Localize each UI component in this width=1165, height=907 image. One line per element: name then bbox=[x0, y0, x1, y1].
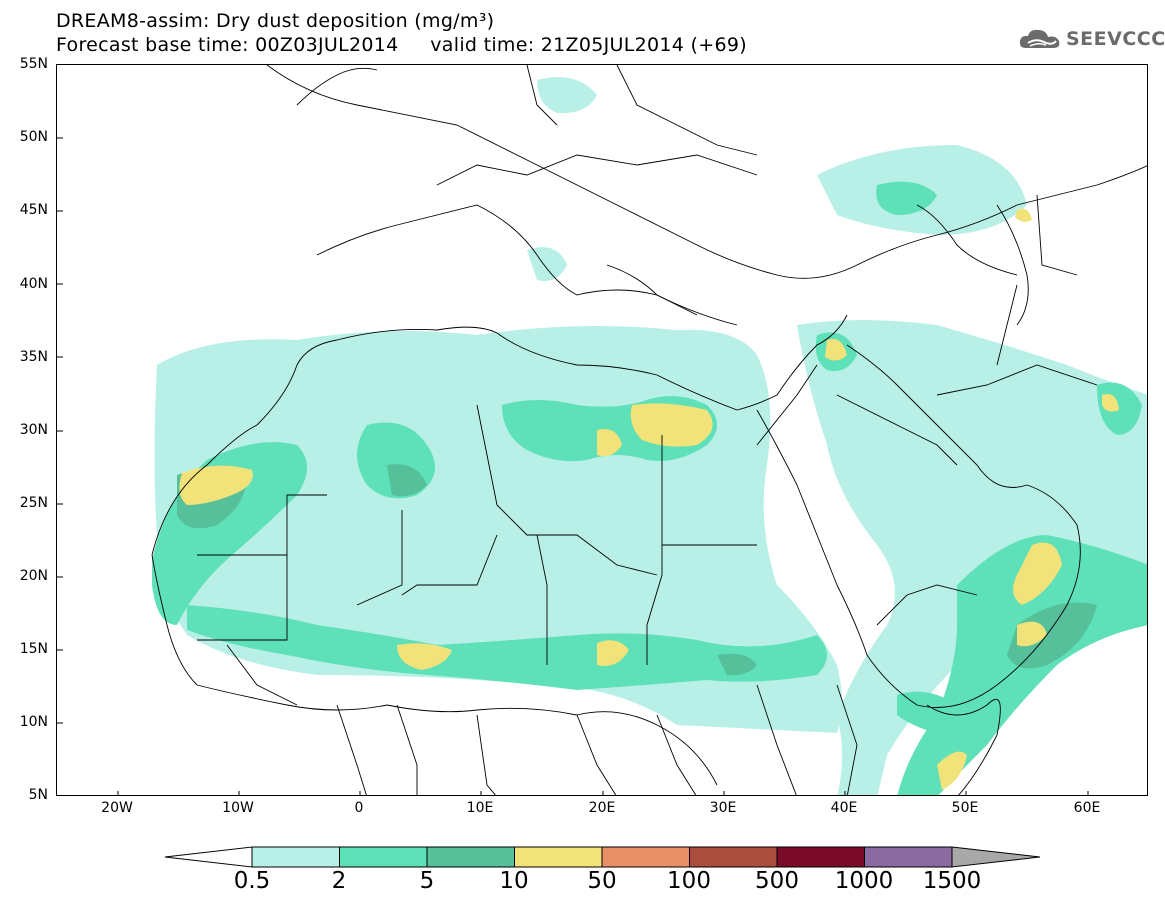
colorbar-label: 0.5 bbox=[233, 868, 271, 894]
lon-label: 40E bbox=[830, 800, 858, 816]
axis-ticks bbox=[57, 137, 1089, 795]
lon-label: 0 bbox=[354, 800, 364, 816]
colorbar-segment bbox=[864, 846, 953, 868]
colorbar-segment bbox=[339, 846, 428, 868]
logo-text: SEEVCCC bbox=[1066, 28, 1165, 50]
colorbar-label: 10 bbox=[499, 868, 529, 894]
lon-label: 10E bbox=[466, 800, 494, 816]
seevccc-logo: SEEVCCC bbox=[1018, 26, 1165, 52]
lon-label: 30E bbox=[709, 800, 737, 816]
colorbar-segment bbox=[514, 846, 603, 868]
colorbar-label: 2 bbox=[331, 868, 347, 894]
lat-label: 50N bbox=[19, 129, 48, 145]
lat-label: 40N bbox=[19, 276, 48, 292]
dust-deposition-map bbox=[56, 64, 1148, 796]
colorbar-label: 500 bbox=[755, 868, 799, 894]
lat-label: 5N bbox=[28, 787, 48, 803]
country-borders bbox=[151, 65, 1147, 795]
lat-label: 10N bbox=[19, 714, 48, 730]
lat-label: 45N bbox=[19, 202, 48, 218]
colorbar-over-triangle bbox=[951, 846, 1041, 868]
map-canvas bbox=[57, 65, 1147, 795]
colorbar-label: 1000 bbox=[834, 868, 894, 894]
colorbar-segment bbox=[689, 846, 778, 868]
colorbar-label: 5 bbox=[419, 868, 435, 894]
colorbar-segment bbox=[251, 846, 340, 868]
cloud-icon bbox=[1019, 29, 1060, 48]
lat-label: 20N bbox=[19, 568, 48, 584]
colorbar-label: 50 bbox=[587, 868, 617, 894]
colorbar-segment bbox=[776, 846, 865, 868]
lat-label: 55N bbox=[19, 56, 48, 72]
colorbar-segment bbox=[426, 846, 515, 868]
lat-label: 35N bbox=[19, 349, 48, 365]
lat-label: 30N bbox=[19, 422, 48, 438]
lon-label: 50E bbox=[951, 800, 979, 816]
lon-label: 10W bbox=[222, 800, 254, 816]
lon-label: 20E bbox=[588, 800, 616, 816]
lon-label: 20W bbox=[101, 800, 133, 816]
lon-label: 60E bbox=[1073, 800, 1101, 816]
forecast-time-line: Forecast base time: 00Z03JUL2014 valid t… bbox=[56, 34, 747, 56]
lat-label: 25N bbox=[19, 495, 48, 511]
lat-label: 15N bbox=[19, 641, 48, 657]
colorbar-under-triangle bbox=[164, 846, 253, 868]
deposition-level-10 bbox=[179, 208, 1119, 790]
colorbar-segment bbox=[601, 846, 690, 868]
colorbar-label: 1500 bbox=[922, 868, 982, 894]
map-title: DREAM8-assim: Dry dust deposition (mg/m³… bbox=[56, 10, 495, 32]
colorbar-label: 100 bbox=[667, 868, 711, 894]
